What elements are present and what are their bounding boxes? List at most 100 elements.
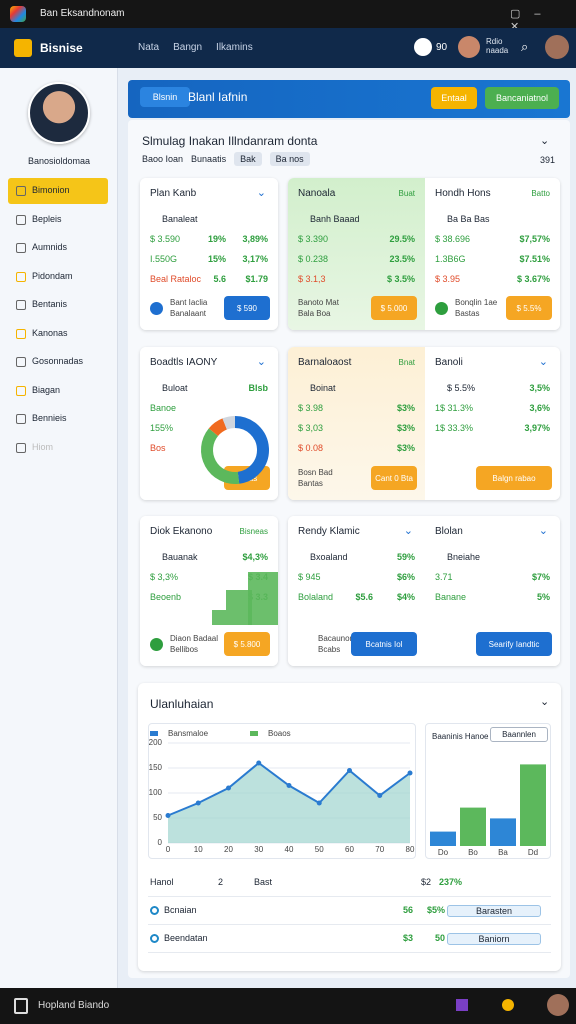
footer-icon <box>435 302 448 315</box>
banner-button[interactable]: Bancaniatnol <box>485 87 559 109</box>
bar-chart-button[interactable]: Baannlen <box>490 727 548 742</box>
card-toggle[interactable]: ⌄ <box>538 525 548 537</box>
card-title: Boadtls IAONY <box>150 357 218 368</box>
row-label: Bneiahe <box>447 552 481 562</box>
row-label: Beoenb <box>150 592 182 602</box>
user-avatar[interactable] <box>458 36 480 58</box>
filter[interactable]: Bunaatis <box>191 154 227 164</box>
filter[interactable]: Bak <box>234 152 262 166</box>
row-label: $ 3.1,3 <box>298 274 326 284</box>
line-point <box>226 785 231 791</box>
nav-item[interactable]: Bangn <box>173 42 203 53</box>
cell: Bcnaian <box>164 905 197 915</box>
menu-icon <box>16 214 26 225</box>
card-button[interactable]: $ 590 <box>224 296 270 320</box>
tray-icon[interactable] <box>502 999 514 1011</box>
legend-swatch <box>250 731 258 736</box>
row-value: 19% <box>207 234 226 244</box>
row-label: Banh Baaad <box>310 214 360 224</box>
nav-item[interactable]: Ilkamins <box>216 42 253 53</box>
decor-bar <box>248 572 278 625</box>
card-button[interactable]: $ 5.800 <box>224 632 270 656</box>
footer-text: Bacaunon <box>318 634 355 643</box>
window-controls[interactable]: ▢–✕ <box>510 8 555 33</box>
menu-icon <box>16 243 26 253</box>
tray-icon[interactable] <box>456 999 468 1011</box>
row-value: $7.51% <box>519 254 550 264</box>
card-toggle[interactable]: ⌄ <box>256 187 266 199</box>
cell: $3 <box>402 933 413 943</box>
x-tick-label: 0 <box>166 845 171 854</box>
card-section: Barnaloaost Bnat Boinat $ 3.98 $3% $ 3,03 $3% $… <box>288 347 425 500</box>
nav-item[interactable]: Nata <box>138 42 160 53</box>
table-row: Bcnaian 56 $5% Barasten <box>148 897 551 925</box>
banner-button[interactable]: Entaal <box>431 87 477 109</box>
row-label: $ 38.696 <box>435 234 471 244</box>
footer-text: Bant Iaclia <box>170 298 208 307</box>
menu-item[interactable]: Bennieis <box>8 406 108 432</box>
row-label: Banane <box>435 592 467 602</box>
card-toggle[interactable]: ⌄ <box>256 356 266 368</box>
row-value: $3% <box>396 403 415 413</box>
card-row: Banaleat <box>150 214 268 228</box>
row-label: $ 3.95 <box>435 274 461 284</box>
logo <box>14 39 32 57</box>
sidebar: Banosioldomaa Bimonion Bepleis Aumnids Pido… <box>0 68 118 988</box>
card-tag: Bnat <box>398 358 415 367</box>
notification-icon[interactable] <box>414 38 432 56</box>
filter[interactable]: Ba nos <box>269 152 310 166</box>
chart-panel-title: Ulanluhaian <box>150 697 214 711</box>
row-label: $ 5.5% <box>447 383 476 393</box>
menu-item[interactable]: Bimonion <box>8 178 108 204</box>
card-title: Plan Kanb <box>150 188 197 199</box>
tray-avatar[interactable] <box>547 994 569 1016</box>
card-button[interactable]: Balgn rabao <box>476 466 552 490</box>
filter[interactable]: Baoo Ioan <box>142 154 184 164</box>
x-tick-label: Do <box>438 848 449 857</box>
row-value: $4% <box>396 592 415 602</box>
legend-swatch <box>150 731 158 736</box>
menu-label: Hiom <box>32 441 54 452</box>
menu-icon <box>16 357 26 367</box>
legend-label: Boaos <box>268 729 291 738</box>
menu-item[interactable]: Bepleis <box>8 207 108 233</box>
menu-icon <box>16 186 26 196</box>
card-toggle[interactable]: ⌄ <box>538 356 548 368</box>
collapse-icon[interactable]: ⌄ <box>540 135 550 147</box>
row-label: Bauanak <box>162 552 198 562</box>
collapse-icon[interactable]: ⌄ <box>540 696 550 708</box>
row-label: 1$ 33.3% <box>435 423 474 433</box>
card-section: Hondh Hons Batto Ba Ba Bas $ 38.696 $7,57% 1.… <box>425 178 560 330</box>
menu-item[interactable]: Gosonnadas <box>8 349 108 375</box>
menu-item[interactable]: Bentanis <box>8 292 108 318</box>
card-row: $ 5.5% 3,5% <box>435 383 550 397</box>
card-button[interactable]: Cant 0 Bta <box>371 466 417 490</box>
card-button[interactable]: Searify Iandtic <box>476 632 552 656</box>
menu-item[interactable]: Biagan <box>8 378 108 404</box>
card-row: Bauanak $4,3% <box>150 552 268 566</box>
card-button[interactable]: Bcatnis Iol <box>351 632 417 656</box>
card-button[interactable]: $ 5.5% <box>506 296 552 320</box>
card-toggle[interactable]: ⌄ <box>403 525 413 537</box>
cell: $5% <box>426 905 445 915</box>
card-row: $ 38.696 $7,57% <box>435 234 550 248</box>
bar <box>520 764 546 846</box>
menu: Bimonion Bepleis Aumnids Pidondam Bentanis Ka… <box>8 178 108 463</box>
row-value: 15% <box>207 254 226 264</box>
taskbar-icon[interactable] <box>14 998 28 1014</box>
menu-icon <box>16 442 26 453</box>
menu-item[interactable]: Aumnids <box>8 235 108 261</box>
card-button[interactable]: $ 5.000 <box>371 296 417 320</box>
banner-tag[interactable]: Blsnin <box>140 87 190 107</box>
menu-item[interactable]: Hiom <box>8 435 108 461</box>
row-label: $ 3.390 <box>298 234 329 244</box>
footer-text: Bonqlin 1ae <box>455 298 498 307</box>
menu-item[interactable]: Pidondam <box>8 264 108 290</box>
profile-avatar[interactable] <box>545 35 569 59</box>
menu-label: Pidondam <box>32 270 73 281</box>
header-cell: Bast <box>254 877 273 887</box>
menu-item[interactable]: Kanonas <box>8 321 108 347</box>
search-icon[interactable]: ⌕ <box>521 39 529 54</box>
card-row: I.550G 15% 3,17% <box>150 254 268 268</box>
